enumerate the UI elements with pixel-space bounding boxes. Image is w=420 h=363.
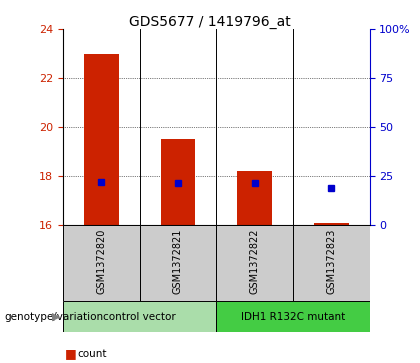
Text: GSM1372820: GSM1372820 — [96, 229, 106, 294]
Bar — [216, 225, 293, 301]
Bar — [216, 301, 370, 332]
Text: GDS5677 / 1419796_at: GDS5677 / 1419796_at — [129, 15, 291, 29]
Bar — [237, 171, 272, 225]
Text: GSM1372821: GSM1372821 — [173, 229, 183, 294]
Text: ▶: ▶ — [52, 312, 61, 322]
Text: control vector: control vector — [103, 312, 176, 322]
Bar — [63, 225, 139, 301]
Bar — [293, 225, 370, 301]
Text: ■: ■ — [65, 347, 77, 360]
Text: GSM1372823: GSM1372823 — [326, 229, 336, 294]
Bar — [84, 53, 118, 225]
Text: GSM1372822: GSM1372822 — [249, 229, 260, 294]
Text: genotype/variation: genotype/variation — [4, 312, 103, 322]
Bar — [139, 225, 216, 301]
Text: IDH1 R132C mutant: IDH1 R132C mutant — [241, 312, 345, 322]
Text: count: count — [78, 349, 107, 359]
Bar — [63, 301, 216, 332]
Bar — [314, 223, 349, 225]
Bar — [161, 139, 195, 225]
